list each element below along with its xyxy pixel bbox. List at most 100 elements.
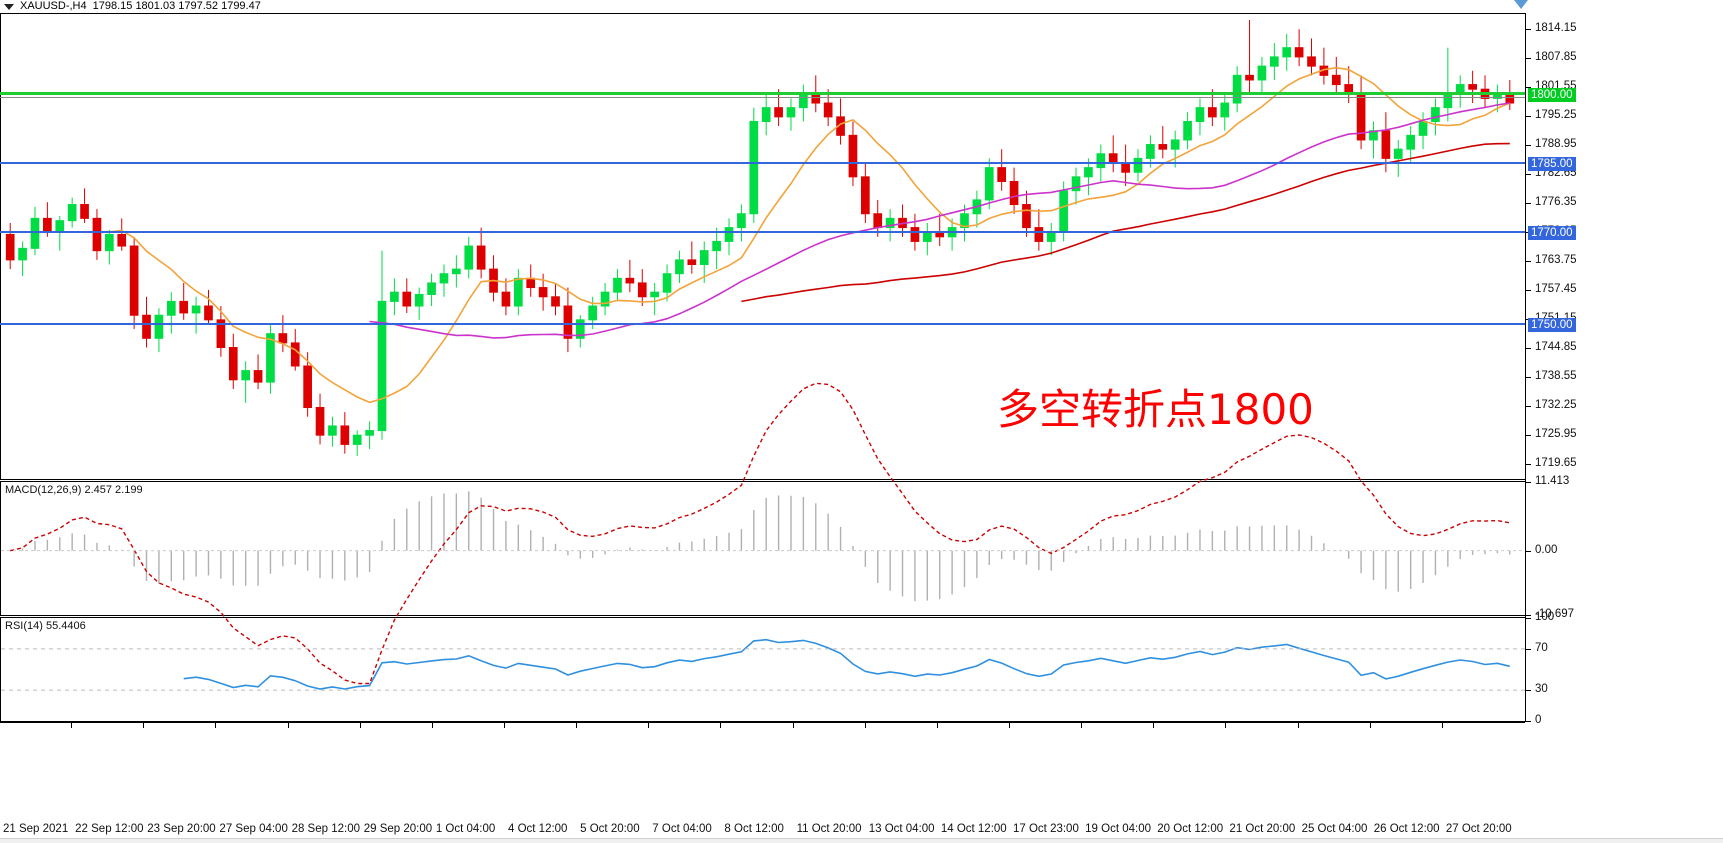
time-tick-mark xyxy=(1153,722,1155,728)
time-label-5: 29 Sep 20:00 xyxy=(363,823,433,835)
price-tick-mark xyxy=(1526,348,1531,350)
price-tick-label-3: 1795.25 xyxy=(1535,108,1577,121)
time-label-9: 7 Oct 04:00 xyxy=(652,823,712,835)
time-tick-mark xyxy=(359,722,361,728)
price-tick-label-1: 1807.85 xyxy=(1535,50,1577,63)
macd-tick-mark xyxy=(1526,615,1531,616)
time-tick-mark xyxy=(1297,722,1299,728)
current-price-tag[interactable]: 1800.00 xyxy=(1528,87,1576,102)
price-tick-label-8: 1763.75 xyxy=(1535,254,1577,267)
time-tick-mark xyxy=(648,722,650,728)
price-tick-mark xyxy=(1526,202,1531,204)
time-tick-mark xyxy=(864,722,866,728)
time-tick-mark xyxy=(936,722,938,728)
bottom-chrome-strip xyxy=(0,838,1723,843)
triangle-down-marker-icon xyxy=(1514,0,1528,9)
time-label-13: 14 Oct 12:00 xyxy=(940,823,1007,835)
price-tick-label-0: 1814.15 xyxy=(1535,21,1577,34)
price-tick-label-9: 1757.45 xyxy=(1535,283,1577,296)
time-label-16: 20 Oct 12:00 xyxy=(1157,823,1224,835)
price-tick-label-13: 1732.25 xyxy=(1535,399,1577,412)
price-tick-label-4: 1788.95 xyxy=(1535,137,1577,150)
price-tick-mark xyxy=(1526,28,1531,30)
rsi-tick-label-0: 100 xyxy=(1535,611,1555,623)
blue-line-1785[interactable] xyxy=(0,162,1525,164)
time-label-14: 17 Oct 23:00 xyxy=(1013,823,1079,835)
price-scale: 1814.15 1807.85 1801.55 1795.25 1788.95 1782.… xyxy=(1526,0,1723,843)
time-tick-mark xyxy=(1369,722,1371,728)
rsi-indicator-label: RSI(14) 55.4406 xyxy=(5,620,86,632)
chart-annotation: 多空转折点1800 xyxy=(997,385,1314,434)
rsi-tick-mark xyxy=(1526,618,1531,619)
time-label-0: 21 Sep 2021 xyxy=(3,823,69,835)
rsi-tick-mark xyxy=(1526,690,1531,692)
price-tick-label-12: 1738.55 xyxy=(1535,370,1577,383)
time-label-10: 8 Oct 12:00 xyxy=(724,823,784,835)
gray-line-1799[interactable] xyxy=(0,97,1525,99)
price-tick-label-11: 1744.85 xyxy=(1535,341,1577,354)
rsi-tick-label-2: 30 xyxy=(1535,683,1548,696)
time-tick-mark xyxy=(1225,722,1227,728)
symbol-label: XAUUSD-,H4 xyxy=(20,0,87,12)
macd-tick-label-1: 0.00 xyxy=(1535,543,1558,556)
price-axis-divider xyxy=(1525,13,1526,722)
time-label-6: 1 Oct 04:00 xyxy=(435,823,496,835)
price-tick-mark xyxy=(1526,377,1531,379)
macd-pane[interactable] xyxy=(0,481,1525,616)
price-tick-label-6: 1776.35 xyxy=(1535,195,1577,208)
price-tick-mark xyxy=(1526,290,1531,292)
price-tick-mark xyxy=(1526,435,1531,437)
price-tick-label-14: 1725.95 xyxy=(1535,428,1577,441)
time-tick-mark xyxy=(720,722,722,728)
level-tag-1785[interactable]: 1785.00 xyxy=(1528,157,1576,171)
time-axis-divider xyxy=(0,722,1525,723)
level-tag-1750[interactable]: 1750.00 xyxy=(1528,318,1576,333)
price-tick-label-2: 1801.55 xyxy=(1535,79,1577,92)
time-label-19: 26 Oct 12:00 xyxy=(1373,823,1440,835)
macd-tick-mark xyxy=(1526,482,1531,483)
macd-tick-label-2: -10.697 xyxy=(1535,608,1575,620)
price-tick-mark xyxy=(1526,406,1531,408)
time-tick-mark xyxy=(576,722,578,728)
time-label-2: 23 Sep 20:00 xyxy=(147,823,216,835)
price-tick-mark xyxy=(1526,261,1531,263)
price-tick-mark xyxy=(1526,173,1531,175)
rsi-tick-mark xyxy=(1526,721,1531,722)
time-tick-mark xyxy=(504,722,505,728)
time-tick-mark xyxy=(792,722,794,728)
time-label-18: 25 Oct 04:00 xyxy=(1301,823,1368,835)
time-tick-mark xyxy=(1009,722,1010,728)
time-tick-mark xyxy=(1441,722,1443,728)
rsi-pane[interactable] xyxy=(0,617,1525,722)
green-line-1800[interactable] xyxy=(0,92,1525,96)
time-tick-mark xyxy=(287,722,289,728)
price-tick-label-10: 1751.15 xyxy=(1526,312,1577,324)
rsi-tick-label-1: 70 xyxy=(1535,641,1548,654)
time-label-20: 27 Oct 20:00 xyxy=(1445,823,1512,835)
time-tick-mark xyxy=(431,722,433,728)
price-tick-label-5: 1782.65 xyxy=(1535,166,1577,179)
level-tag-1770[interactable]: 1770.00 xyxy=(1528,226,1576,241)
macd-tick-mark xyxy=(1526,550,1531,552)
time-tick-mark xyxy=(71,722,73,728)
time-label-17: 21 Oct 20:00 xyxy=(1229,823,1296,835)
price-tick-mark xyxy=(1526,86,1531,88)
price-tick-mark xyxy=(1526,464,1531,466)
blue-line-1750[interactable] xyxy=(0,323,1525,326)
triangle-down-icon[interactable] xyxy=(4,3,14,10)
time-tick-mark xyxy=(143,722,145,728)
blue-line-1770[interactable] xyxy=(0,231,1525,234)
time-tick-mark xyxy=(215,722,217,728)
rsi-tick-mark xyxy=(1526,648,1531,650)
time-label-7: 4 Oct 12:00 xyxy=(508,823,568,835)
time-label-15: 19 Oct 04:00 xyxy=(1085,823,1151,835)
price-tick-mark xyxy=(1526,115,1531,117)
time-label-8: 5 Oct 20:00 xyxy=(580,823,640,835)
price-tick-label-15: 1719.65 xyxy=(1535,457,1577,470)
macd-tick-label-0: 11.413 xyxy=(1535,475,1570,487)
time-tick-mark xyxy=(1081,722,1083,728)
time-label-1: 22 Sep 12:00 xyxy=(75,823,144,835)
chart-titlebar: XAUUSD-,H4 1798.15 1801.03 1797.52 1799.… xyxy=(0,0,1723,13)
time-label-4: 28 Sep 12:00 xyxy=(291,823,360,835)
price-tick-mark xyxy=(1526,57,1531,59)
